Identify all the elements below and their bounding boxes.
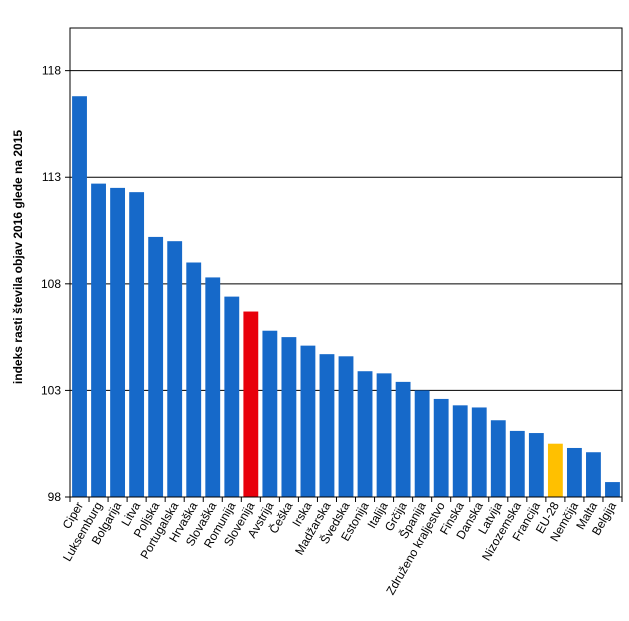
bar-portugalska [167,241,183,497]
y-axis-title: indeks rasti števila objav 2016 glede na… [11,130,25,384]
bar-španija [414,390,430,497]
bar-češka [281,337,297,497]
bar-švedska [338,356,354,497]
bar-avstrija [262,330,278,497]
bar-belgija [605,482,620,497]
bar-slovenija [243,311,259,497]
bar-bolgarija [110,187,126,498]
y-tick-label: 108 [41,277,61,291]
y-tick-label: 118 [42,64,61,78]
bar-grčija [395,381,411,497]
bar-malta [586,452,601,497]
y-tick-label: 103 [41,383,61,397]
bar-ciper [72,96,87,497]
bar-nemčija [566,447,582,497]
bar-latvija [490,420,506,497]
bar-združeno-kraljestvo [433,398,449,497]
bar-hrvaška [186,262,202,497]
bar-madžarska [319,354,335,497]
plot-frame [69,27,623,498]
bar-estonija [357,371,373,497]
bars [72,96,620,498]
bar-luksemburg [91,183,106,497]
bar-romunija [224,296,240,497]
bar-danska [471,407,487,497]
x-category-labels: CiperLuksemburgBolgarijaLitvaPoljskaPort… [60,499,620,597]
bar-litva [129,192,145,497]
bar-italija [376,373,392,497]
bar-poljska [148,236,164,497]
y-tick-label: 113 [42,170,61,184]
bar-francija [528,433,544,497]
bar-nizozemska [509,430,525,497]
bar-eu-28 [547,443,563,497]
bar-slovaška [205,277,221,497]
bar-irska [300,345,316,497]
y-tick-labels: 98 103 108 113 118 [41,64,61,504]
y-tick-label: 98 [48,490,62,504]
bar-finska [452,405,468,497]
axes [65,27,623,502]
